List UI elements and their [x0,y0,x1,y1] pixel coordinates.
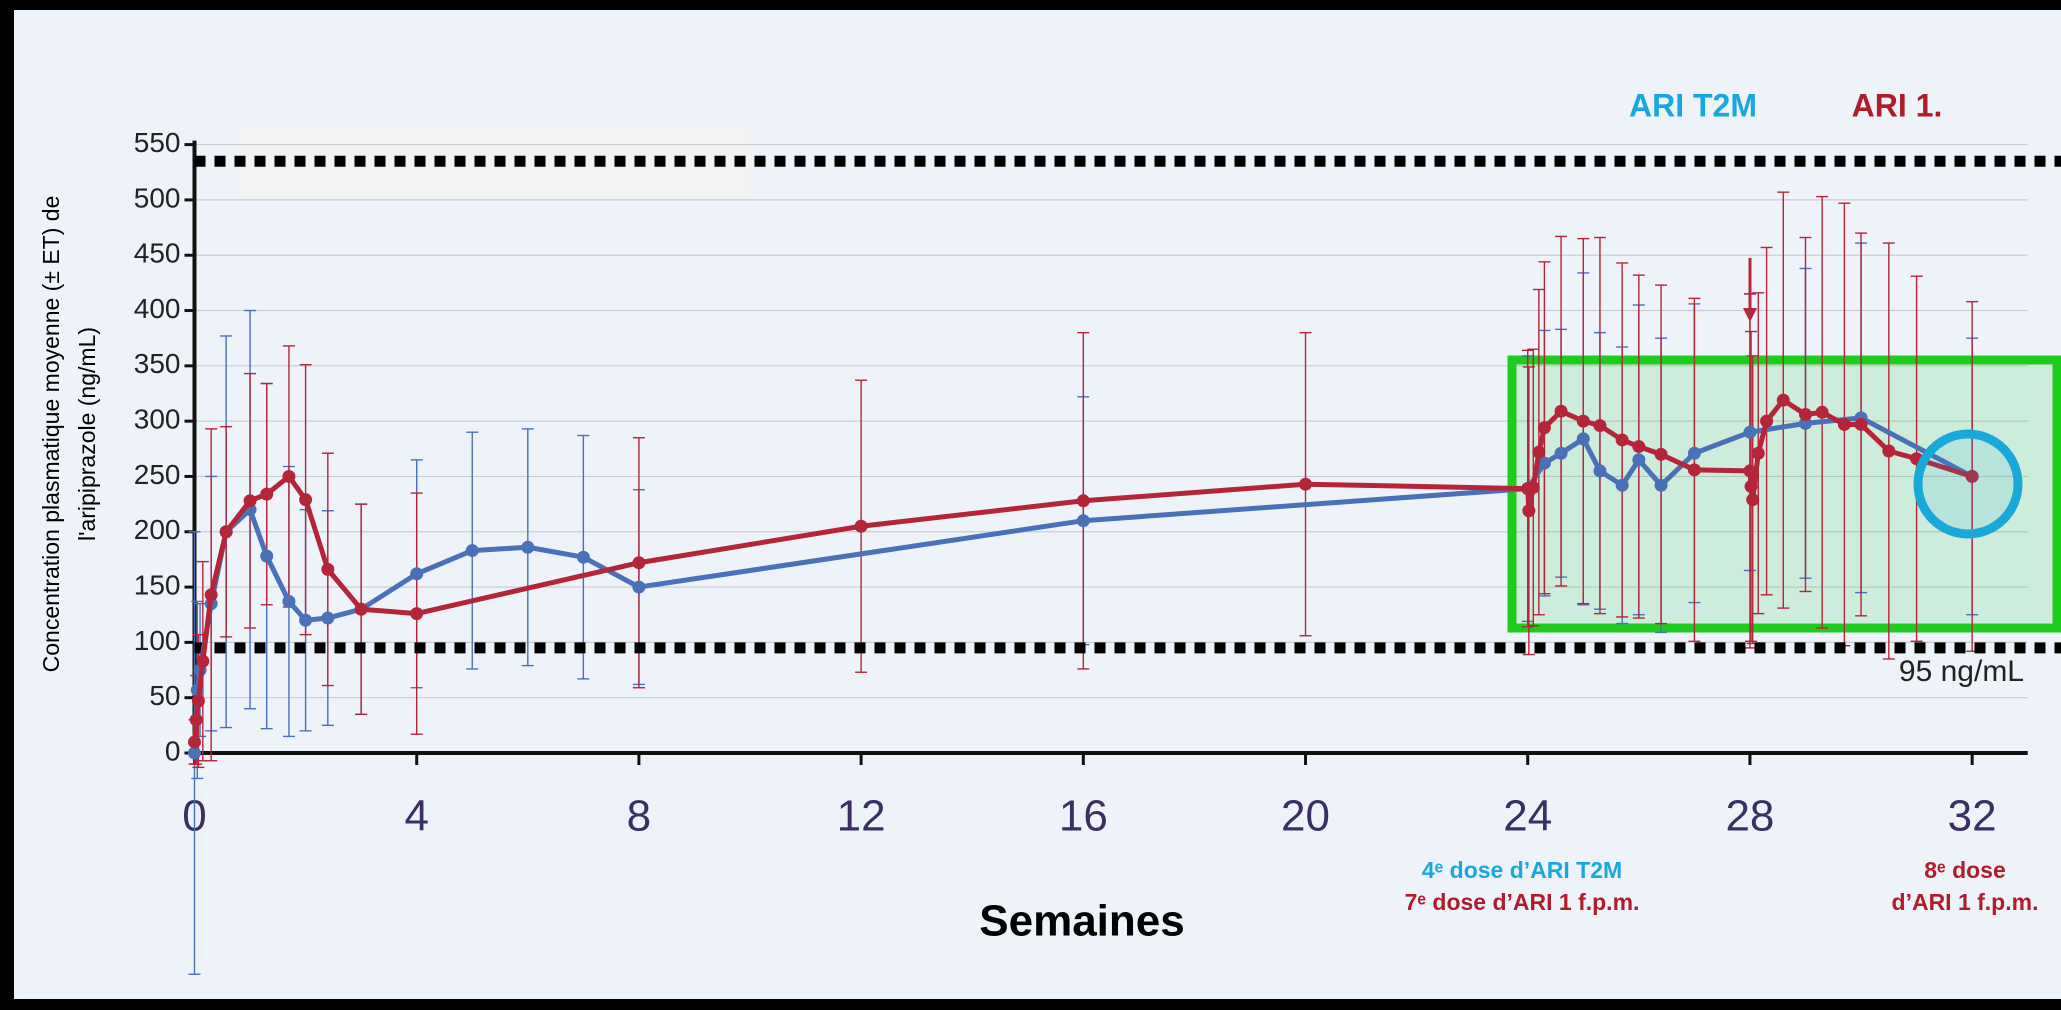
y-tick-label: 250 [134,459,181,490]
point [1882,444,1896,458]
x-tick-label: 24 [1503,792,1552,841]
dose-note: 8ᵉ dose [1924,857,2006,883]
y-tick-label: 400 [134,293,181,324]
y-tick-label: 550 [134,127,181,158]
point [188,735,201,749]
point [282,594,296,608]
point [196,654,210,668]
point [1554,404,1568,418]
point [1522,504,1536,518]
x-tick-label: 28 [1725,792,1774,841]
point [410,607,424,621]
highlight-circle [1913,429,2023,539]
point [243,494,257,508]
point [354,602,368,616]
point [1576,432,1590,446]
x-tick-label: 4 [404,792,428,841]
x-tick-label: 16 [1059,792,1108,841]
dose-note: d’ARI 1 f.p.m. [1892,889,2039,915]
y-tick-label: 200 [134,514,181,545]
point [1746,493,1760,507]
point [1743,464,1757,478]
point [1654,447,1668,461]
y-tick-label: 350 [134,348,181,379]
point [1615,478,1629,492]
point [1744,479,1758,493]
frame-left [0,0,14,1010]
point [1798,408,1812,422]
point [1743,425,1757,439]
point [1837,417,1851,431]
point [1537,421,1551,435]
y-label: l'aripiprazole (ng/mL) [74,327,100,541]
point [632,580,646,594]
point [576,550,590,564]
ref-label: 95 ng/mL [1899,655,2024,688]
point [321,562,335,576]
point [260,487,274,501]
point [1760,414,1774,428]
point [191,694,205,708]
point [465,544,479,558]
point [1632,453,1646,467]
point [1532,445,1546,459]
point [1815,405,1829,419]
point [1751,446,1765,460]
dose-note: 7ᵉ dose d’ARI 1 f.p.m. [1405,889,1640,915]
x-tick-label: 12 [837,792,886,841]
point [1537,456,1551,470]
point [1076,514,1090,528]
point [1632,440,1646,454]
point [188,746,201,760]
point [1776,393,1790,407]
point [1593,419,1607,433]
point [1593,464,1607,478]
y-tick-label: 0 [165,735,181,766]
point [1854,417,1868,431]
point [521,540,535,554]
point [321,611,335,625]
frame-top [0,0,2061,10]
point [854,519,868,533]
point [632,556,646,570]
legend-label: ARI T2M [1629,87,1757,123]
legend-label: ARI 1. [1852,87,1943,123]
point [1687,446,1701,460]
point [204,588,218,602]
point [299,613,313,627]
point [1654,478,1668,492]
point [1076,494,1090,508]
point [1687,463,1701,477]
x-tick-label: 32 [1948,792,1997,841]
y-tick-label: 50 [149,680,180,711]
point [1576,414,1590,428]
x-tick-label: 8 [627,792,651,841]
y-tick-label: 450 [134,238,181,269]
point [260,549,274,563]
point [219,525,233,539]
y-tick-label: 150 [134,569,181,600]
y-tick-label: 100 [134,625,181,656]
frame-bottom [0,999,2061,1010]
point [1299,477,1313,491]
point [1615,433,1629,447]
y-tick-label: 500 [134,182,181,213]
point [1554,446,1568,460]
point [410,567,424,581]
point [189,713,203,727]
y-label: Concentration plasmatique moyenne (± ET)… [38,196,64,673]
point [1526,481,1540,495]
point [282,469,296,483]
x-tick-label: 20 [1281,792,1330,841]
point [299,493,313,507]
faint-box [237,125,750,195]
x-label: Semaines [979,897,1184,946]
point [1965,469,1979,483]
dose-note: 4ᵉ dose d’ARI T2M [1422,857,1622,883]
y-tick-label: 300 [134,404,181,435]
